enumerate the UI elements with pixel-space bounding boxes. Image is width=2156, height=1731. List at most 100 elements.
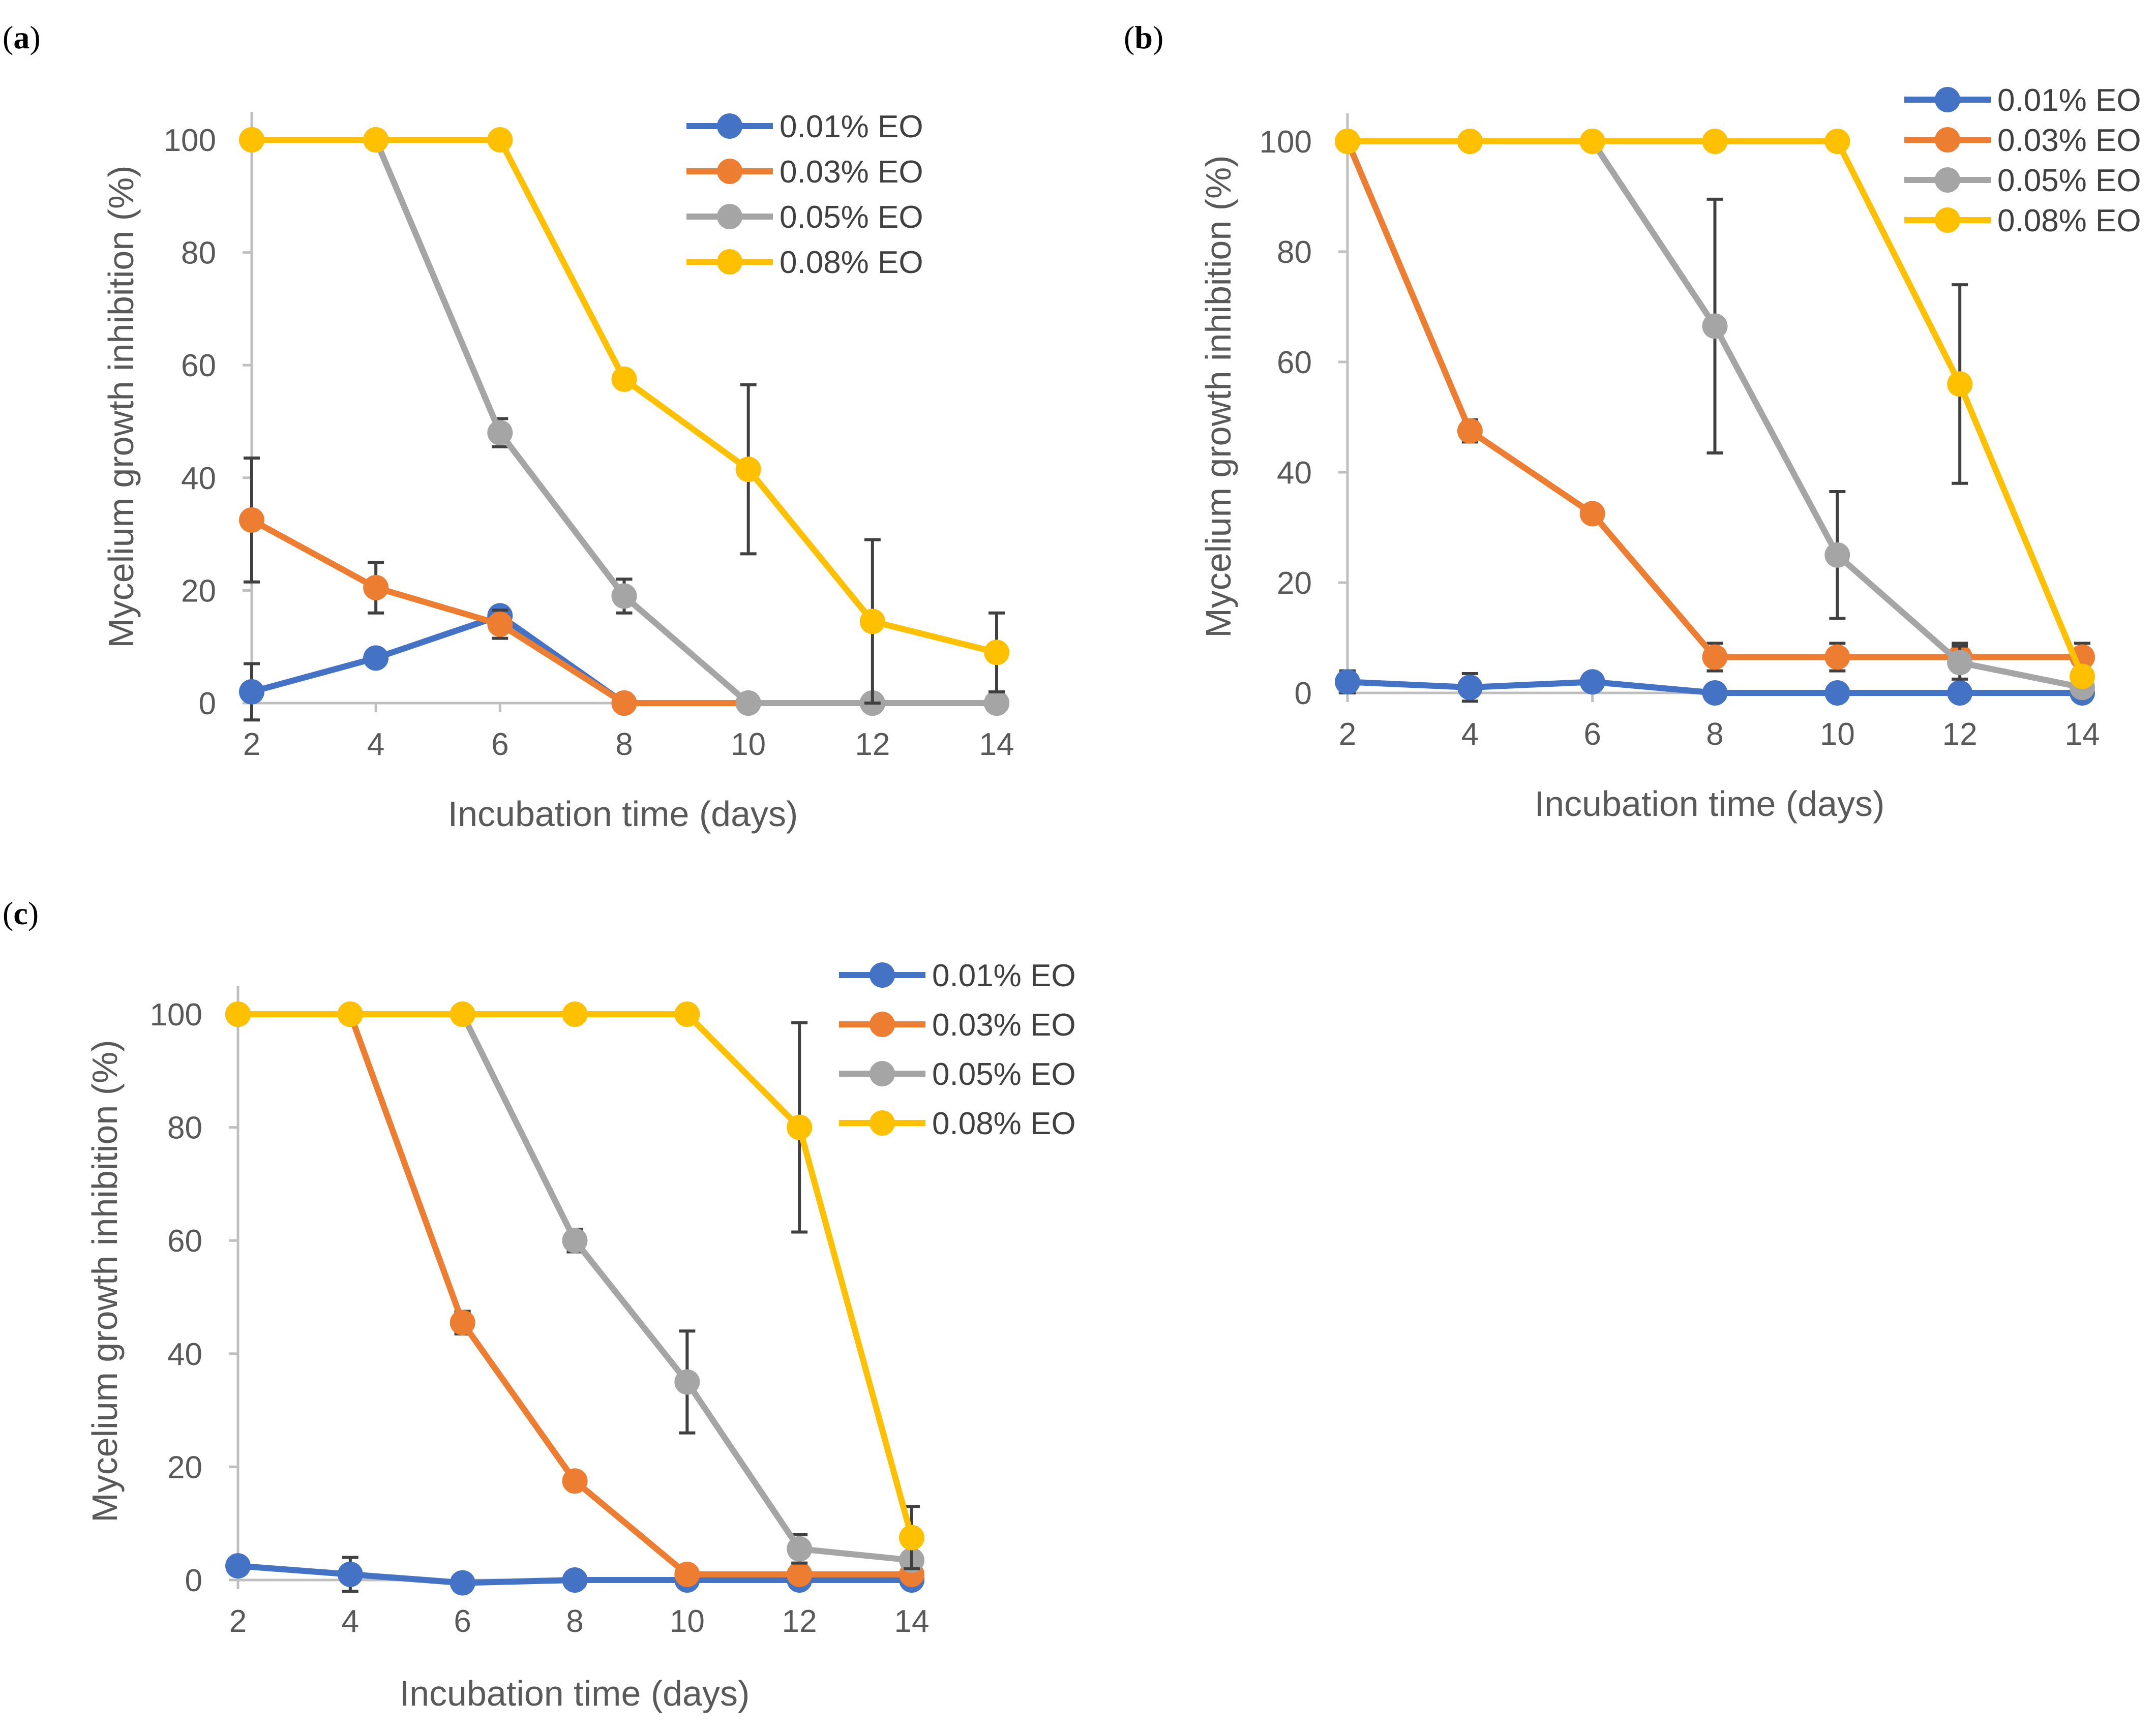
data-point-b-001 [1335, 669, 1360, 695]
data-point-b-001 [1947, 680, 1973, 706]
y-tick-label-b: 20 [1277, 566, 1312, 601]
data-point-c-008 [225, 1001, 251, 1027]
data-point-c-003 [674, 1561, 700, 1587]
legend-item-a-001: 0.01% EO [686, 109, 923, 144]
data-point-a-003 [487, 611, 513, 637]
data-point-c-001 [450, 1570, 475, 1596]
legend-marker-a-008 [717, 249, 742, 275]
data-point-a-005 [984, 690, 1009, 716]
legend-marker-c-001 [870, 962, 895, 988]
x-tick-label-a: 12 [855, 727, 890, 762]
y-tick-label-a: 40 [181, 461, 216, 496]
data-point-a-008 [487, 127, 513, 153]
data-point-c-005 [674, 1369, 700, 1395]
data-point-b-003 [1702, 644, 1728, 670]
data-point-b-001 [1824, 680, 1850, 706]
panel-c: (c) Mycelium growth inhibition (%) Incub… [3, 895, 1076, 1713]
data-point-b-008 [1702, 129, 1728, 154]
legend-label-a-003: 0.03% EO [780, 155, 923, 190]
x-ticks-b: 2 4 6 8 10 12 14 [1339, 717, 2100, 752]
y-tick-label-a: 0 [199, 686, 216, 721]
panel-label-c: (c) [3, 895, 39, 931]
data-point-a-001 [239, 679, 264, 705]
x-tick-label-b: 10 [1820, 717, 1855, 752]
legend-item-c-005: 0.05% EO [839, 1057, 1076, 1092]
y-tick-label-b: 100 [1260, 125, 1312, 160]
x-axis-title-b: Incubation time (days) [1535, 784, 1885, 824]
data-point-c-008 [787, 1114, 813, 1140]
x-tick-label-c: 2 [229, 1604, 247, 1639]
legend-marker-c-008 [870, 1110, 895, 1136]
data-point-c-008 [674, 1001, 700, 1027]
data-point-a-008 [363, 127, 389, 153]
plot-b [1335, 129, 2095, 706]
x-tick-label-c: 8 [566, 1604, 583, 1639]
data-point-c-001 [225, 1553, 251, 1579]
legend-label-b-008: 0.08% EO [1997, 203, 2141, 238]
data-point-b-008 [1579, 129, 1605, 154]
y-axis-title-b: Mycelium growth inhibition (%) [1199, 155, 1238, 637]
series-a-008 [239, 127, 1009, 705]
x-tick-label-a: 6 [491, 727, 508, 762]
data-point-a-008 [984, 640, 1009, 665]
plot-a [239, 127, 1009, 722]
y-tick-label-a: 60 [181, 348, 216, 383]
y-tick-label-b: 40 [1277, 455, 1312, 491]
data-point-a-005 [487, 420, 513, 446]
series-b-008 [1335, 129, 2095, 689]
data-point-a-008 [611, 366, 637, 392]
legend-marker-b-008 [1935, 207, 1960, 233]
legend-marker-b-001 [1935, 87, 1960, 112]
data-point-c-003 [450, 1310, 475, 1335]
legend-marker-b-003 [1935, 127, 1960, 153]
legend-label-a-005: 0.05% EO [780, 200, 923, 235]
data-point-b-008 [1335, 129, 1360, 154]
data-point-c-001 [337, 1561, 363, 1587]
data-point-b-001 [1579, 669, 1605, 695]
x-axis-title-c: Incubation time (days) [400, 1674, 750, 1713]
data-point-c-003 [562, 1468, 588, 1494]
data-point-c-003 [787, 1561, 813, 1587]
axes-c [229, 986, 913, 1589]
x-axis-title-a: Incubation time (days) [448, 794, 798, 834]
y-axis-title-c: Mycelium growth inhibition (%) [85, 1040, 125, 1522]
panel-label-a: (a) [3, 19, 41, 55]
legend-marker-c-005 [870, 1061, 895, 1086]
y-tick-label-a: 20 [181, 573, 216, 609]
x-tick-label-a: 14 [979, 727, 1014, 762]
legend-label-a-008: 0.08% EO [780, 245, 923, 280]
data-point-a-001 [363, 645, 389, 671]
legend-label-c-005: 0.05% EO [932, 1057, 1076, 1092]
x-tick-label-a: 2 [243, 727, 260, 762]
data-point-c-001 [562, 1567, 588, 1593]
data-point-a-008 [239, 127, 264, 153]
data-point-b-005 [1824, 542, 1850, 568]
x-tick-label-a: 10 [731, 727, 766, 762]
y-tick-label-b: 60 [1277, 345, 1312, 380]
data-point-b-003 [1579, 501, 1605, 527]
y-tick-label-a: 80 [181, 236, 216, 271]
series-b-005 [1335, 129, 2095, 701]
data-point-a-003 [239, 507, 264, 533]
data-point-a-005 [611, 583, 637, 609]
legend-marker-a-005 [717, 204, 742, 229]
y-tick-label-b: 0 [1295, 676, 1312, 711]
y-tick-label-c: 40 [167, 1337, 202, 1372]
legend-item-b-001: 0.01% EO [1904, 83, 2141, 118]
y-axis-title-a: Mycelium growth inhibition (%) [101, 165, 141, 648]
data-point-c-005 [787, 1536, 813, 1562]
y-tick-label-b: 80 [1277, 235, 1312, 270]
series-line-c-008 [238, 1011, 915, 1539]
x-tick-label-b: 12 [1942, 717, 1978, 752]
x-tick-label-b: 4 [1461, 717, 1479, 752]
series-c-008 [225, 1001, 924, 1570]
y-tick-label-c: 60 [167, 1224, 202, 1259]
data-point-b-005 [1702, 313, 1728, 339]
y-ticks-a: 0 20 40 60 80 100 [164, 123, 216, 721]
data-point-c-008 [450, 1001, 475, 1027]
legend-label-a-001: 0.01% EO [780, 109, 923, 144]
x-tick-label-c: 14 [894, 1604, 930, 1639]
data-point-b-003 [1824, 644, 1850, 670]
legend-label-c-001: 0.01% EO [932, 958, 1076, 993]
